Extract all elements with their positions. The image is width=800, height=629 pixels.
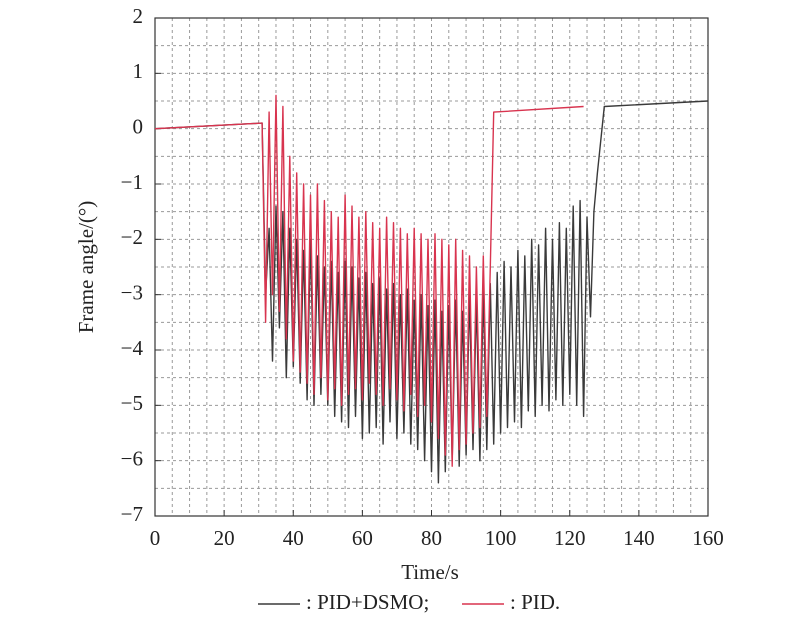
y-axis-label: Frame angle/(°)	[74, 201, 98, 334]
x-tick-label: 20	[214, 526, 235, 550]
x-tick-label: 40	[283, 526, 304, 550]
y-tick-label: 2	[133, 4, 144, 28]
y-tick-label: −2	[121, 225, 143, 249]
x-tick-label: 160	[692, 526, 724, 550]
y-tick-label: −1	[121, 170, 143, 194]
y-tick-label: −4	[121, 336, 144, 360]
y-tick-label: −5	[121, 391, 143, 415]
series-line	[154, 94, 584, 467]
y-tick-label: 0	[133, 114, 144, 138]
series-line	[154, 100, 709, 484]
x-tick-label: 60	[352, 526, 373, 550]
x-tick-label: 120	[554, 526, 586, 550]
legend-label: : PID+DSMO;	[306, 590, 429, 614]
x-tick-label: 140	[623, 526, 655, 550]
x-tick-label: 0	[150, 526, 161, 550]
y-tick-label: 1	[133, 59, 144, 83]
x-tick-label: 100	[485, 526, 517, 550]
y-tick-label: −6	[121, 446, 143, 470]
legend-label: : PID.	[510, 590, 560, 614]
y-tick-label: −3	[121, 280, 143, 304]
y-tick-label: −7	[121, 502, 143, 526]
x-tick-label: 80	[421, 526, 442, 550]
x-axis-label: Time/s	[401, 560, 459, 584]
